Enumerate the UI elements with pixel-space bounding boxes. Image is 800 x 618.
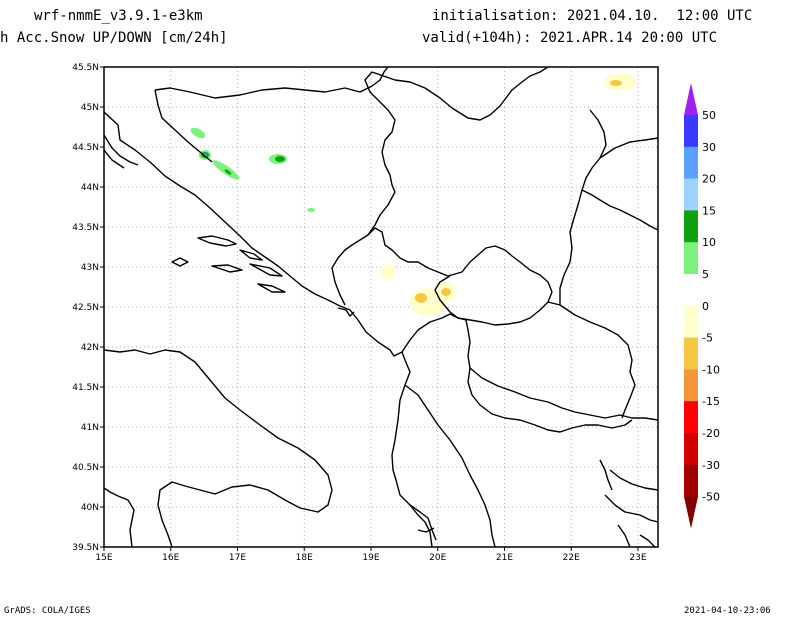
colorbar-label: 10 xyxy=(702,236,716,249)
grads-credit: GrADS: COLA/IGES xyxy=(4,606,91,616)
lat-tick-label: 40.5N xyxy=(72,463,99,473)
island xyxy=(211,264,243,273)
colorbar-label: 30 xyxy=(702,141,716,154)
colorbar-label: -10 xyxy=(702,363,720,376)
lat-tick-label: 42.5N xyxy=(72,303,99,313)
valid-time-label: valid(+104h): 2021.APR.14 20:00 UTC xyxy=(422,30,718,46)
lat-tick-label: 44.5N xyxy=(72,143,99,153)
lon-tick-label: 22E xyxy=(563,553,580,563)
colorbar-label: 20 xyxy=(702,173,716,186)
lat-tick-label: 43N xyxy=(81,263,99,273)
colorbar-label: 15 xyxy=(702,204,716,217)
colorbar-label: -15 xyxy=(702,395,720,408)
lon-tick-label: 23E xyxy=(629,553,646,563)
latitude-ticks: 39.5N 40N 40.5N 41N 41.5N 42N 42.5N 43N 43.5N 44N… xyxy=(72,63,104,553)
croatia-bosnia-border xyxy=(154,67,396,193)
lon-tick-label: 19E xyxy=(362,553,379,563)
colorbar-swatch xyxy=(684,178,698,211)
render-timestamp: 2021-04-10-23:06 xyxy=(684,606,771,616)
island xyxy=(257,283,286,293)
lat-tick-label: 40N xyxy=(81,503,99,513)
adriatic-coastline xyxy=(104,111,437,541)
lat-tick-label: 43.5N xyxy=(72,223,99,233)
colorbar-label: -20 xyxy=(702,427,720,440)
coastlines-borders xyxy=(104,67,658,547)
snow-decrease-patches xyxy=(381,73,636,316)
colorbar-label: -5 xyxy=(702,332,713,345)
variable-title: h Acc.Snow UP/DOWN [cm/24h] xyxy=(0,30,228,46)
lon-tick-label: 15E xyxy=(95,553,112,563)
albania-greece-border xyxy=(469,367,658,421)
lon-tick-label: 18E xyxy=(296,553,313,563)
snow-increase-patches xyxy=(190,127,315,212)
lat-tick-label: 39.5N xyxy=(72,543,99,553)
colorbar-swatch xyxy=(684,464,698,498)
north-macedonia-border xyxy=(547,301,636,419)
colorbar-swatch xyxy=(684,401,698,434)
colorbar-label: -30 xyxy=(702,459,720,472)
lat-tick-label: 41N xyxy=(81,423,99,433)
snow-field xyxy=(190,73,636,316)
colorbar-label: 5 xyxy=(702,268,709,281)
island xyxy=(171,257,189,267)
island xyxy=(249,263,283,277)
serbia-bulgaria-border xyxy=(559,109,607,305)
lat-tick-label: 45.5N xyxy=(72,63,99,73)
colorbar-swatch xyxy=(684,146,698,180)
island xyxy=(197,235,237,247)
colorbar-swatch xyxy=(684,242,698,275)
initialisation-label: initialisation: 2021.04.10. 12:00 UTC xyxy=(432,8,753,24)
lon-tick-label: 16E xyxy=(162,553,179,563)
longitude-ticks: 15E 16E 17E 18E 19E 20E 21E 22E 23E xyxy=(95,547,647,563)
montenegro-border xyxy=(367,227,463,277)
colorbar-label: -50 xyxy=(702,491,720,504)
bosnia-serbia-border xyxy=(331,191,396,306)
island xyxy=(239,249,263,261)
colorbar-swatch xyxy=(684,274,698,307)
colorbar-swatch xyxy=(684,210,698,243)
colorbar-label: 0 xyxy=(702,300,709,313)
lon-tick-label: 21E xyxy=(496,553,513,563)
lat-tick-label: 41.5N xyxy=(72,383,99,393)
kosovo-border xyxy=(434,245,553,326)
map-grid xyxy=(104,67,658,547)
snow-decrease-medium xyxy=(415,80,622,303)
lat-tick-label: 42N xyxy=(81,343,99,353)
colorbar-label: 50 xyxy=(702,109,716,122)
model-title: wrf-nmmE_v3.9.1-e3km xyxy=(34,8,203,24)
colorbar-swatch xyxy=(684,369,698,402)
lon-tick-label: 20E xyxy=(429,553,446,563)
colorbar-swatch xyxy=(684,305,698,339)
colorbar-swatch xyxy=(684,115,698,148)
colorbar-bottom-arrow xyxy=(684,496,698,529)
colorbar-swatch xyxy=(684,433,698,466)
colorbar-swatch xyxy=(684,337,698,370)
lat-tick-label: 44N xyxy=(81,183,99,193)
italy-coastline xyxy=(104,349,333,547)
lat-tick-label: 45N xyxy=(81,103,99,113)
colorbar-top-arrow xyxy=(684,83,698,115)
lon-tick-label: 17E xyxy=(229,553,246,563)
